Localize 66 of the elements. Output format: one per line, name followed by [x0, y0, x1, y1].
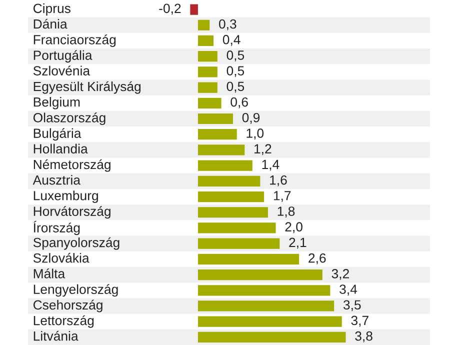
y-tick-label: Ausztria: [32, 175, 80, 185]
y-tick-label: Csehország: [33, 300, 102, 312]
data-label: 1,2: [254, 144, 272, 156]
data-label: 3,2: [332, 268, 349, 280]
y-tick-label: Franciaország: [34, 34, 116, 47]
data-label: 3,5: [343, 300, 361, 312]
data-label: 3,8: [355, 331, 372, 342]
data-label: 2,1: [289, 238, 306, 249]
bar: [198, 207, 268, 218]
bar: [198, 35, 214, 46]
y-tick-label: Hollandia: [34, 144, 88, 154]
bar: [198, 300, 334, 312]
bar: [198, 160, 252, 171]
y-tick-label: Szlovénia: [33, 66, 90, 76]
y-tick-label: Portugália: [34, 50, 92, 63]
y-tick-label: Spanyolország: [33, 237, 120, 250]
data-label: 0,5: [226, 50, 244, 62]
bar: [198, 254, 300, 264]
data-label: 3,7: [351, 316, 368, 327]
data-label: 0,5: [226, 66, 244, 78]
y-tick-label: Németország: [34, 159, 110, 172]
data-label: 1,0: [246, 128, 264, 140]
bar: [198, 269, 322, 280]
y-tick-label: Litvánia: [34, 330, 78, 341]
bar: [198, 238, 280, 249]
bar: [198, 176, 260, 186]
y-tick-label: Egyesült Királyság: [34, 81, 141, 94]
y-tick-label: Luxemburg: [34, 190, 98, 203]
data-label: 2,0: [285, 222, 302, 234]
bar: [198, 144, 245, 156]
bar: [198, 51, 218, 62]
data-label: 0,9: [242, 112, 260, 124]
data-label: 1,8: [278, 206, 295, 218]
data-label: 0,5: [226, 82, 244, 93]
data-label: 1,7: [274, 191, 291, 202]
y-tick-label: Horvátország: [34, 206, 110, 219]
bar: [198, 316, 342, 327]
bar: [190, 4, 198, 15]
data-label: 1,4: [262, 160, 280, 171]
bar: [198, 332, 346, 343]
bar: [198, 98, 222, 108]
y-tick-label: Ciprus: [33, 3, 70, 16]
data-label: 0,3: [219, 19, 236, 30]
bar: [198, 222, 276, 234]
y-tick-label: Szlovákia: [33, 252, 90, 263]
y-tick-label: Belgium: [34, 96, 80, 110]
bar: [198, 20, 210, 30]
bar: [198, 113, 233, 124]
data-label: 3,4: [340, 284, 358, 296]
data-label: 0,6: [230, 97, 248, 108]
data-label: 0,4: [222, 34, 240, 46]
bar: [198, 82, 218, 93]
data-label: -0,2: [159, 4, 181, 15]
y-tick-label: Bulgária: [34, 128, 82, 141]
data-label: 1,6: [270, 175, 287, 186]
bar: [198, 191, 264, 202]
y-tick-label: Málta: [34, 268, 66, 278]
y-tick-label: Lengyelország: [34, 284, 118, 297]
data-label: 2,6: [308, 253, 326, 264]
y-tick-label: Olaszország: [33, 112, 106, 125]
y-tick-label: Lettország: [34, 315, 94, 328]
y-tick-label: Dánia: [34, 18, 68, 29]
bar: [198, 66, 218, 78]
bar: [198, 129, 237, 140]
y-tick-label: Írország: [34, 220, 80, 236]
bar: [198, 285, 330, 296]
